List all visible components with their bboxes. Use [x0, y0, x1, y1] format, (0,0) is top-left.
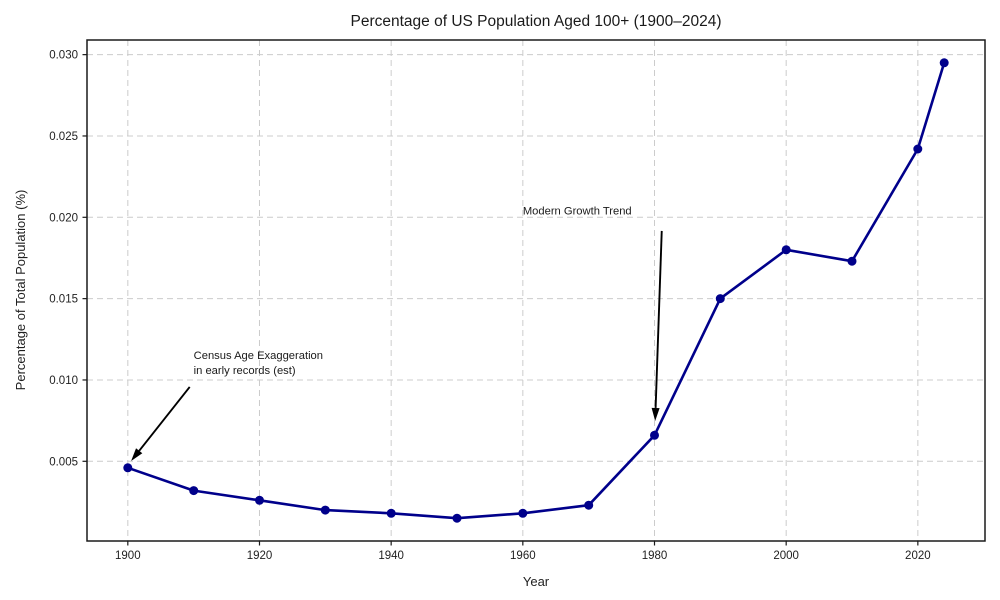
data-point-marker — [189, 486, 199, 496]
data-point-marker — [123, 463, 133, 473]
y-tick-label: 0.005 — [49, 456, 78, 468]
data-point-marker — [650, 430, 659, 440]
x-tick-label: 1960 — [510, 550, 536, 562]
axis-layer: 1900 1920 1940 1960 1980 2000 2020 0.005 0.010 0.… — [49, 39, 986, 562]
annotation-layer: Census Age Exaggeration in early records … — [131, 205, 663, 461]
x-tick-label: 1980 — [642, 550, 668, 562]
data-point-marker — [913, 144, 923, 154]
annotation-text: Modern Growth Trend — [523, 205, 632, 217]
data-point-marker — [518, 508, 528, 518]
annotation-arrow-line — [654, 230, 663, 408]
data-point-marker — [320, 505, 330, 515]
data-point-marker — [715, 294, 725, 304]
annotation-arrowhead — [651, 407, 660, 421]
plot-spines — [86, 39, 986, 542]
x-axis-label: Year — [523, 574, 550, 589]
annotation-text: in early records (est) — [194, 365, 296, 377]
data-point-marker — [584, 500, 594, 510]
x-tick-label: 1900 — [115, 550, 141, 562]
data-point-marker — [452, 513, 462, 523]
data-point-marker — [781, 245, 791, 255]
annotation-arrowhead — [131, 448, 143, 461]
annotation-arrow-line — [138, 386, 191, 452]
data-layer — [123, 58, 949, 523]
data-line — [126, 61, 946, 520]
annotation-text: Census Age Exaggeration — [194, 350, 323, 362]
y-axis-label: Percentage of Total Population (%) — [13, 190, 28, 391]
chart-title: Percentage of US Population Aged 100+ (1… — [351, 13, 722, 30]
y-tick-label: 0.015 — [49, 294, 78, 306]
data-point-marker — [939, 58, 949, 68]
y-tick-label: 0.030 — [49, 50, 78, 62]
data-point-marker — [847, 256, 857, 266]
data-point-marker — [255, 495, 264, 505]
y-tick-label: 0.025 — [49, 131, 78, 143]
grid-layer — [87, 40, 985, 541]
chart-layers: 1900 1920 1940 1960 1980 2000 2020 0.005 0.010 0.… — [49, 39, 986, 562]
data-point-marker — [386, 508, 396, 518]
x-tick-label: 1940 — [378, 550, 404, 562]
x-tick-label: 2020 — [905, 550, 931, 562]
x-tick-label: 2000 — [773, 550, 799, 562]
y-tick-label: 0.020 — [49, 212, 78, 224]
y-tick-label: 0.010 — [49, 375, 78, 387]
x-tick-label: 1920 — [247, 550, 273, 562]
